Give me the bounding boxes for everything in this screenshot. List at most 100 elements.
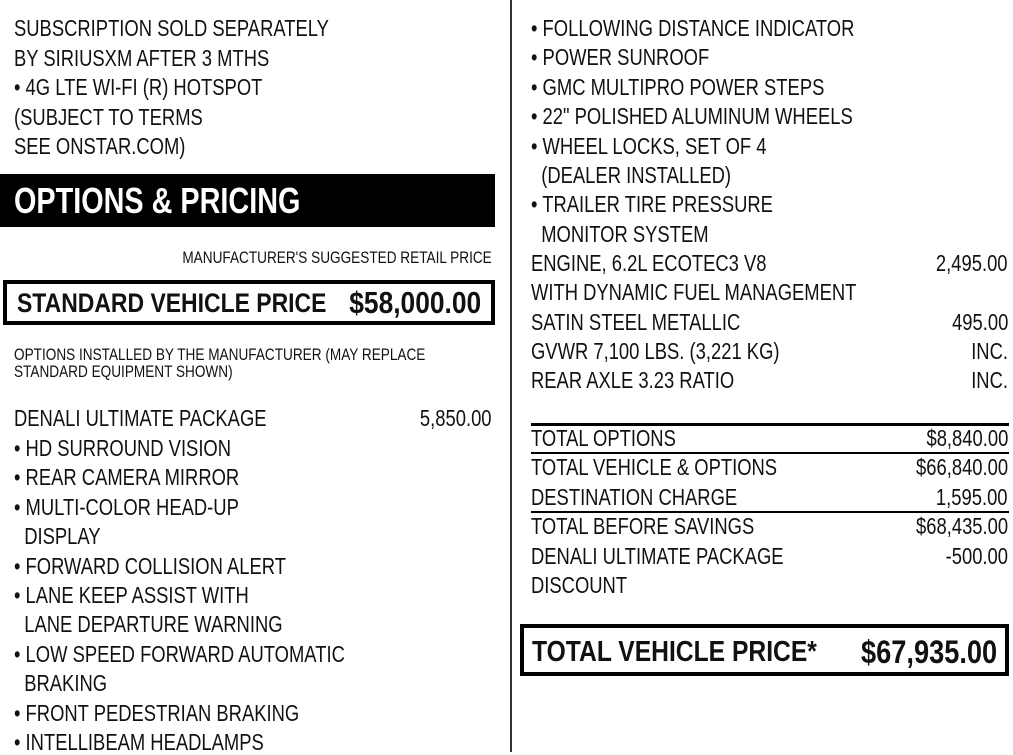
feature-line-text: • 4G LTE WI-FI (R) HOTSPOT (14, 74, 263, 100)
total-label-text: TOTAL VEHICLE & OPTIONS (531, 454, 778, 481)
total-amount: $68,435.00 (893, 513, 1008, 539)
package-amount: 5,850.00 (402, 405, 492, 431)
total-label-text: DESTINATION CHARGE (531, 483, 738, 510)
feature-line-text: SUBSCRIPTION SOLD SEPARATELY (14, 15, 329, 41)
feature-line: • MULTI-COLOR HEAD-UP (14, 494, 295, 520)
feature-line: • INTELLIBEAM HEADLAMPS (14, 729, 326, 755)
total-amount-text: 1,595.00 (936, 483, 1008, 510)
standard-price-label: STANDARD VEHICLE PRICE (17, 288, 327, 318)
feature-line: • LANE KEEP ASSIST WITH (14, 582, 308, 608)
total-price-box: TOTAL VEHICLE PRICE* $67,935.00 (520, 624, 1009, 676)
feature-line: (SUBJECT TO TERMS (14, 104, 250, 130)
options-note-text: STANDARD EQUIPMENT SHOWN) (14, 362, 233, 381)
standard-price-box: STANDARD VEHICLE PRICE $58,000.00 (3, 280, 495, 325)
feature-line: • REAR CAMERA MIRROR (14, 464, 296, 490)
option-label: SATIN STEEL METALLIC (531, 309, 793, 335)
feature-line-text: • MULTI-COLOR HEAD-UP (14, 493, 239, 520)
option-amount-text: 2,495.00 (936, 250, 1008, 276)
option-amount-text: 495.00 (951, 308, 1008, 335)
feature-line: • GMC MULTIPRO POWER STEPS (531, 74, 898, 100)
options-note: STANDARD EQUIPMENT SHOWN) (14, 363, 287, 381)
feature-line-text: • WHEEL LOCKS, SET OF 4 (531, 132, 767, 159)
feature-line-text: (SUBJECT TO TERMS (14, 104, 203, 130)
feature-line: • TRAILER TIRE PRESSURE (531, 191, 833, 217)
total-amount: -500.00 (930, 543, 1008, 569)
feature-line-text: • 22" POLISHED ALUMINUM WHEELS (531, 103, 853, 130)
feature-line: DISPLAY (14, 523, 122, 549)
option-amount-text: INC. (971, 367, 1008, 394)
feature-line: • 22" POLISHED ALUMINUM WHEELS (531, 103, 933, 129)
feature-line-text: • LANE KEEP ASSIST WITH (14, 582, 249, 608)
total-price-label: TOTAL VEHICLE PRICE* (532, 636, 817, 668)
option-label-text: REAR AXLE 3.23 RATIO (531, 367, 735, 394)
section-title: OPTIONS & PRICING (14, 180, 301, 221)
msrp-label-text: MANUFACTURER'S SUGGESTED RETAIL PRICE (182, 248, 492, 267)
total-label-text: DENALI ULTIMATE PACKAGE (531, 542, 784, 569)
section-header: OPTIONS & PRICING (0, 174, 495, 227)
feature-line: • FOLLOWING DISTANCE INDICATOR (531, 15, 935, 41)
total-label-text: TOTAL BEFORE SAVINGS (531, 513, 755, 540)
total-label-text: TOTAL OPTIONS (531, 425, 676, 451)
option-label-text: WITH DYNAMIC FUEL MANAGEMENT (531, 279, 857, 306)
total-label: DESTINATION CHARGE (531, 484, 789, 510)
total-label: DENALI ULTIMATE PACKAGE (531, 543, 847, 569)
option-label: REAR AXLE 3.23 RATIO (531, 367, 785, 393)
total-amount-text: $8,840.00 (926, 425, 1008, 451)
package-amount-text: 5,850.00 (420, 405, 492, 431)
total-price-amount: $67,935.00 (860, 634, 997, 670)
package-name: DENALI ULTIMATE PACKAGE (14, 405, 330, 431)
option-amount-text: INC. (971, 337, 1008, 364)
total-amount-text: $68,435.00 (915, 513, 1008, 540)
total-label-text: DISCOUNT (531, 572, 628, 598)
option-label: ENGINE, 6.2L ECOTEC3 V8 (531, 250, 825, 276)
total-amount-text: -500.00 (945, 542, 1008, 569)
total-amount: $8,840.00 (906, 425, 1008, 451)
feature-line: • POWER SUNROOF (531, 44, 754, 70)
total-amount: 1,595.00 (918, 484, 1008, 510)
feature-line: (DEALER INSTALLED) (531, 162, 781, 188)
feature-line-text: BY SIRIUSXM AFTER 3 MTHS (14, 45, 270, 71)
option-label: WITH DYNAMIC FUEL MANAGEMENT (531, 279, 938, 305)
rule (531, 423, 1009, 426)
feature-line-text: MONITOR SYSTEM (531, 220, 709, 247)
feature-line: • FORWARD COLLISION ALERT (14, 553, 354, 579)
feature-line-text: DISPLAY (14, 523, 101, 550)
feature-line-text: SEE ONSTAR.COM) (14, 133, 186, 159)
standard-price-amount: $58,000.00 (349, 285, 481, 320)
feature-line-text: • HD SURROUND VISION (14, 435, 232, 461)
msrp-label: MANUFACTURER'S SUGGESTED RETAIL PRICE (105, 249, 492, 267)
total-label: TOTAL OPTIONS (531, 425, 712, 451)
feature-line: SEE ONSTAR.COM) (14, 133, 228, 159)
package-name-text: DENALI ULTIMATE PACKAGE (14, 405, 267, 431)
feature-line-text: • TRAILER TIRE PRESSURE (531, 191, 773, 218)
feature-line-text: • POWER SUNROOF (531, 44, 710, 71)
feature-line: SUBSCRIPTION SOLD SEPARATELY (14, 15, 408, 41)
feature-line-text: • FORWARD COLLISION ALERT (14, 552, 286, 579)
feature-line-text: (DEALER INSTALLED) (531, 162, 732, 188)
total-amount: $66,840.00 (893, 454, 1008, 480)
total-label: TOTAL VEHICLE & OPTIONS (531, 454, 839, 480)
option-label-text: ENGINE, 6.2L ECOTEC3 V8 (531, 250, 767, 276)
feature-line-text: • REAR CAMERA MIRROR (14, 464, 240, 491)
option-amount: INC. (962, 338, 1008, 364)
total-amount-text: $66,840.00 (915, 454, 1008, 481)
option-amount: 495.00 (938, 309, 1008, 335)
option-amount: INC. (962, 367, 1008, 393)
feature-line: • HD SURROUND VISION (14, 435, 285, 461)
feature-line: LANE DEPARTURE WARNING (14, 611, 350, 637)
options-note: OPTIONS INSTALLED BY THE MANUFACTURER (M… (14, 346, 528, 364)
feature-line: BY SIRIUSXM AFTER 3 MTHS (14, 45, 333, 71)
total-label: DISCOUNT (531, 572, 651, 598)
rule (531, 452, 1009, 454)
feature-line-text: • INTELLIBEAM HEADLAMPS (14, 729, 264, 755)
feature-line: • WHEEL LOCKS, SET OF 4 (531, 133, 825, 159)
rule (531, 511, 1009, 513)
feature-line-text: LANE DEPARTURE WARNING (14, 611, 283, 638)
feature-line: MONITOR SYSTEM (531, 221, 753, 247)
column-divider (510, 0, 512, 752)
feature-line: BRAKING (14, 670, 130, 696)
feature-line: • FRONT PEDESTRIAN BRAKING (14, 700, 371, 726)
feature-line-text: • FOLLOWING DISTANCE INDICATOR (531, 15, 855, 41)
option-label-text: SATIN STEEL METALLIC (531, 308, 741, 335)
option-label: GVWR 7,100 LBS. (3,221 KG) (531, 338, 842, 364)
